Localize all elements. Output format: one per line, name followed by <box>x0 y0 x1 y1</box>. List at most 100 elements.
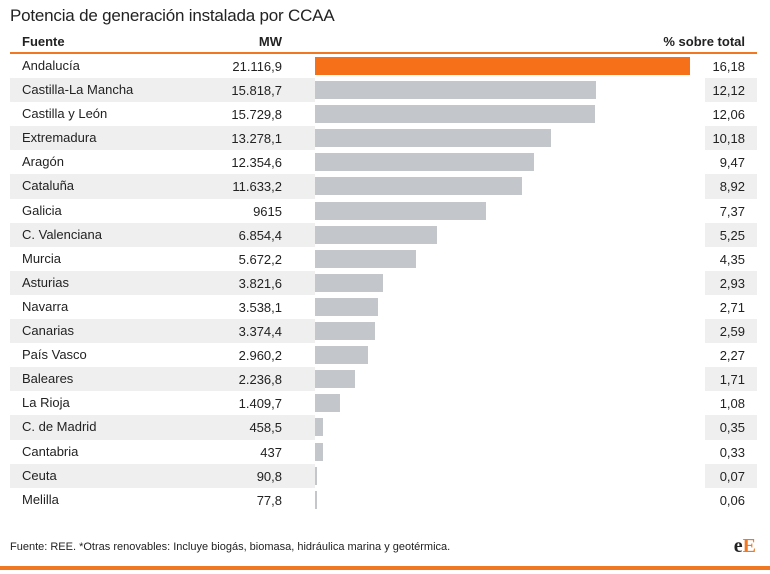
row-mw-value: 5.672,2 <box>238 251 282 267</box>
bar <box>315 322 376 341</box>
bar <box>315 249 416 268</box>
row-label: Galicia <box>22 202 62 218</box>
row-mw-value: 9615 <box>253 203 282 219</box>
row-label: Ceuta <box>22 467 57 483</box>
bar-track <box>315 174 705 199</box>
table-row: Galicia 9615 7,37 <box>10 198 757 223</box>
bar-track <box>315 54 705 79</box>
row-label: C. de Madrid <box>22 419 97 435</box>
row-pct-value: 0,33 <box>719 444 745 460</box>
bar <box>315 394 341 413</box>
row-label: Murcia <box>22 250 62 266</box>
row-pct-value: 2,59 <box>719 324 745 340</box>
row-pct-value: 0,06 <box>719 492 745 508</box>
bar <box>315 297 378 316</box>
table-row: Aragón 12.354,6 9,47 <box>10 150 757 175</box>
row-label: Andalucía <box>22 58 80 73</box>
bar-track <box>315 222 705 247</box>
header-source: Fuente <box>22 34 65 49</box>
row-mw-value: 3.821,6 <box>238 275 282 291</box>
row-label: Canarias <box>22 323 75 339</box>
row-mw-value: 2.960,2 <box>238 348 282 364</box>
table-row: C. Valenciana 6.854,4 5,25 <box>10 222 757 247</box>
bar-track <box>315 126 705 151</box>
bar-track <box>315 319 705 344</box>
table-row: Murcia 5.672,2 4,35 <box>10 246 757 271</box>
brand-logo: eE <box>734 535 756 558</box>
row-pct-value: 12,12 <box>712 83 745 99</box>
row-label: Asturias <box>22 274 69 290</box>
bar <box>315 153 535 172</box>
table-row: Ceuta 90,8 0,07 <box>10 463 757 488</box>
row-pct-value: 9,47 <box>719 155 745 171</box>
row-label: C. Valenciana <box>22 226 102 242</box>
row-label: Castilla-La Mancha <box>22 82 134 98</box>
row-label: Cataluña <box>22 178 75 194</box>
bar-track <box>315 102 705 127</box>
row-mw-value: 21.116,9 <box>232 59 282 74</box>
row-label: Cantabria <box>22 443 79 459</box>
row-mw-value: 13.278,1 <box>231 131 282 147</box>
bar <box>315 370 355 389</box>
row-pct-value: 0,07 <box>719 468 745 484</box>
bar-track <box>315 270 705 295</box>
row-mw-value: 437 <box>260 444 282 460</box>
row-mw-value: 2.236,8 <box>238 372 282 388</box>
bar-track <box>315 343 705 368</box>
bar-track <box>315 415 705 440</box>
bar-track <box>315 367 705 392</box>
table-row: Andalucía 21.116,9 16,18 <box>10 54 757 79</box>
bar <box>315 225 437 244</box>
table-row: Baleares 2.236,8 1,71 <box>10 367 757 392</box>
bar <box>315 442 323 461</box>
table-row: Cataluña 11.633,2 8,92 <box>10 174 757 199</box>
table-row: Canarias 3.374,4 2,59 <box>10 319 757 344</box>
bottom-accent-rule <box>0 566 770 570</box>
bar-track <box>315 294 705 320</box>
row-mw-value: 12.354,6 <box>231 155 282 171</box>
row-label: Navarra <box>22 298 69 314</box>
row-label: Aragón <box>22 154 64 170</box>
bar-track <box>315 198 705 223</box>
table-row: Castilla y León 15.729,8 12,06 <box>10 102 757 127</box>
header-pct: % sobre total <box>663 34 745 49</box>
row-mw-value: 6.854,4 <box>238 227 282 243</box>
row-label: País Vasco <box>22 347 87 363</box>
bar-track <box>315 487 705 512</box>
bar-track <box>315 78 705 103</box>
table-row: Asturias 3.821,6 2,93 <box>10 270 757 295</box>
row-pct-value: 1,71 <box>719 372 745 388</box>
bar <box>315 490 317 509</box>
table-row: Castilla-La Mancha 15.818,7 12,12 <box>10 78 757 103</box>
row-label: Baleares <box>22 371 74 387</box>
bar-track <box>315 463 705 488</box>
bar <box>315 57 690 75</box>
row-pct-value: 7,37 <box>719 203 745 219</box>
row-label: Melilla <box>22 491 59 507</box>
row-pct-value: 1,08 <box>719 396 745 412</box>
row-pct-value: 4,35 <box>719 251 745 267</box>
row-pct-value: 12,06 <box>712 107 745 123</box>
row-label: Castilla y León <box>22 106 108 122</box>
table-row: Cantabria 437 0,33 <box>10 439 757 464</box>
table-row: Melilla 77,8 0,06 <box>10 487 757 512</box>
header-mw: MW <box>258 34 282 49</box>
row-pct-value: 8,92 <box>719 179 745 195</box>
table-row: Navarra 3.538,1 2,71 <box>10 294 757 320</box>
table-header: Fuente MW % sobre total <box>10 32 757 54</box>
logo-letter-E: E <box>742 535 756 557</box>
row-pct-value: 2,93 <box>719 275 745 291</box>
bar <box>315 418 324 437</box>
row-pct-value: 0,35 <box>719 420 745 436</box>
table-row: C. de Madrid 458,5 0,35 <box>10 415 757 440</box>
table-row: La Rioja 1.409,7 1,08 <box>10 391 757 416</box>
bar <box>315 177 522 196</box>
bar <box>315 346 368 365</box>
row-mw-value: 11.633,2 <box>232 179 282 195</box>
bar-track <box>315 246 705 271</box>
row-pct-value: 10,18 <box>712 131 745 147</box>
table-body: Andalucía 21.116,9 16,18 Castilla-La Mancha… <box>10 54 757 512</box>
bar <box>315 129 551 148</box>
row-mw-value: 458,5 <box>249 420 282 436</box>
row-mw-value: 77,8 <box>256 492 282 508</box>
